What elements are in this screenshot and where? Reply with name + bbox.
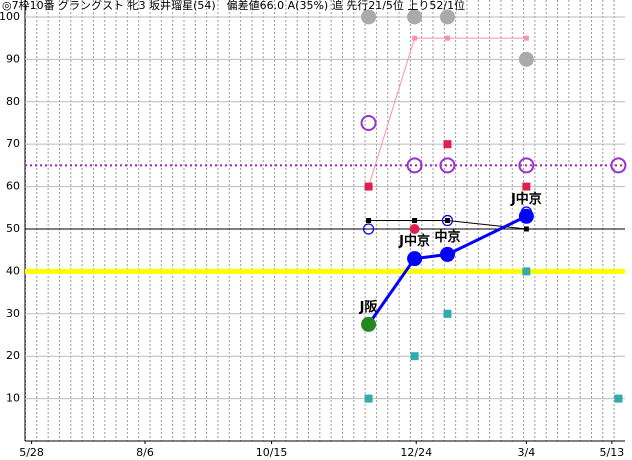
marker <box>412 35 418 41</box>
y-tick-label: 10 <box>6 392 20 405</box>
y-tick-label: 50 <box>6 222 20 235</box>
marker <box>523 35 529 41</box>
marker <box>364 182 373 191</box>
y-tick-label: 20 <box>6 349 20 362</box>
y-tick-label: 40 <box>6 264 20 277</box>
marker <box>443 140 452 149</box>
point-label: J中京 <box>510 191 542 207</box>
marker <box>522 182 531 191</box>
marker <box>361 9 377 25</box>
marker <box>407 9 423 25</box>
series-line <box>368 37 527 187</box>
y-tick-label: 90 <box>6 52 20 65</box>
vertical-grid <box>25 0 625 441</box>
marker <box>444 35 450 41</box>
x-tick-label: 5/13 <box>599 446 624 459</box>
marker <box>441 214 454 227</box>
y-tick-label: 70 <box>6 137 20 150</box>
x-tick-label: 5/28 <box>19 446 44 459</box>
point-label: J中京 <box>398 233 430 249</box>
marker <box>362 223 375 235</box>
series-line <box>367 214 528 326</box>
marker <box>412 218 418 223</box>
series-line <box>368 220 527 230</box>
point-label: 中京 <box>434 229 460 245</box>
x-tick-label: 10/15 <box>256 446 288 459</box>
marker <box>518 157 535 174</box>
marker <box>410 352 419 361</box>
marker <box>444 218 450 223</box>
marker <box>522 267 531 276</box>
marker <box>361 316 377 332</box>
marker <box>364 394 373 403</box>
marker <box>407 251 423 267</box>
point-label: J阪 <box>359 300 379 315</box>
marker <box>443 309 452 318</box>
marker <box>518 51 534 67</box>
marker <box>360 114 377 131</box>
marker <box>409 223 420 234</box>
marker <box>610 157 627 174</box>
y-tick-label: 80 <box>6 95 20 108</box>
chart-title: ◎7枠10番 グラングスト 牝3 坂井瑠星(54) 偏差値66.0 A(35%)… <box>2 0 465 12</box>
x-tick-label: 12/24 <box>400 446 432 459</box>
marker <box>518 208 534 224</box>
marker <box>439 9 455 25</box>
x-tick-label: 3/4 <box>518 446 536 459</box>
y-tick-label: 60 <box>6 180 20 193</box>
y-tick-label: 30 <box>6 307 20 320</box>
y-tick-label: 100 <box>0 10 20 23</box>
marker <box>523 226 529 232</box>
marker <box>439 246 455 262</box>
marker <box>614 394 623 403</box>
marker <box>439 157 456 174</box>
x-tick-label: 8/6 <box>136 446 154 459</box>
marker <box>366 218 372 223</box>
marker <box>406 157 423 174</box>
